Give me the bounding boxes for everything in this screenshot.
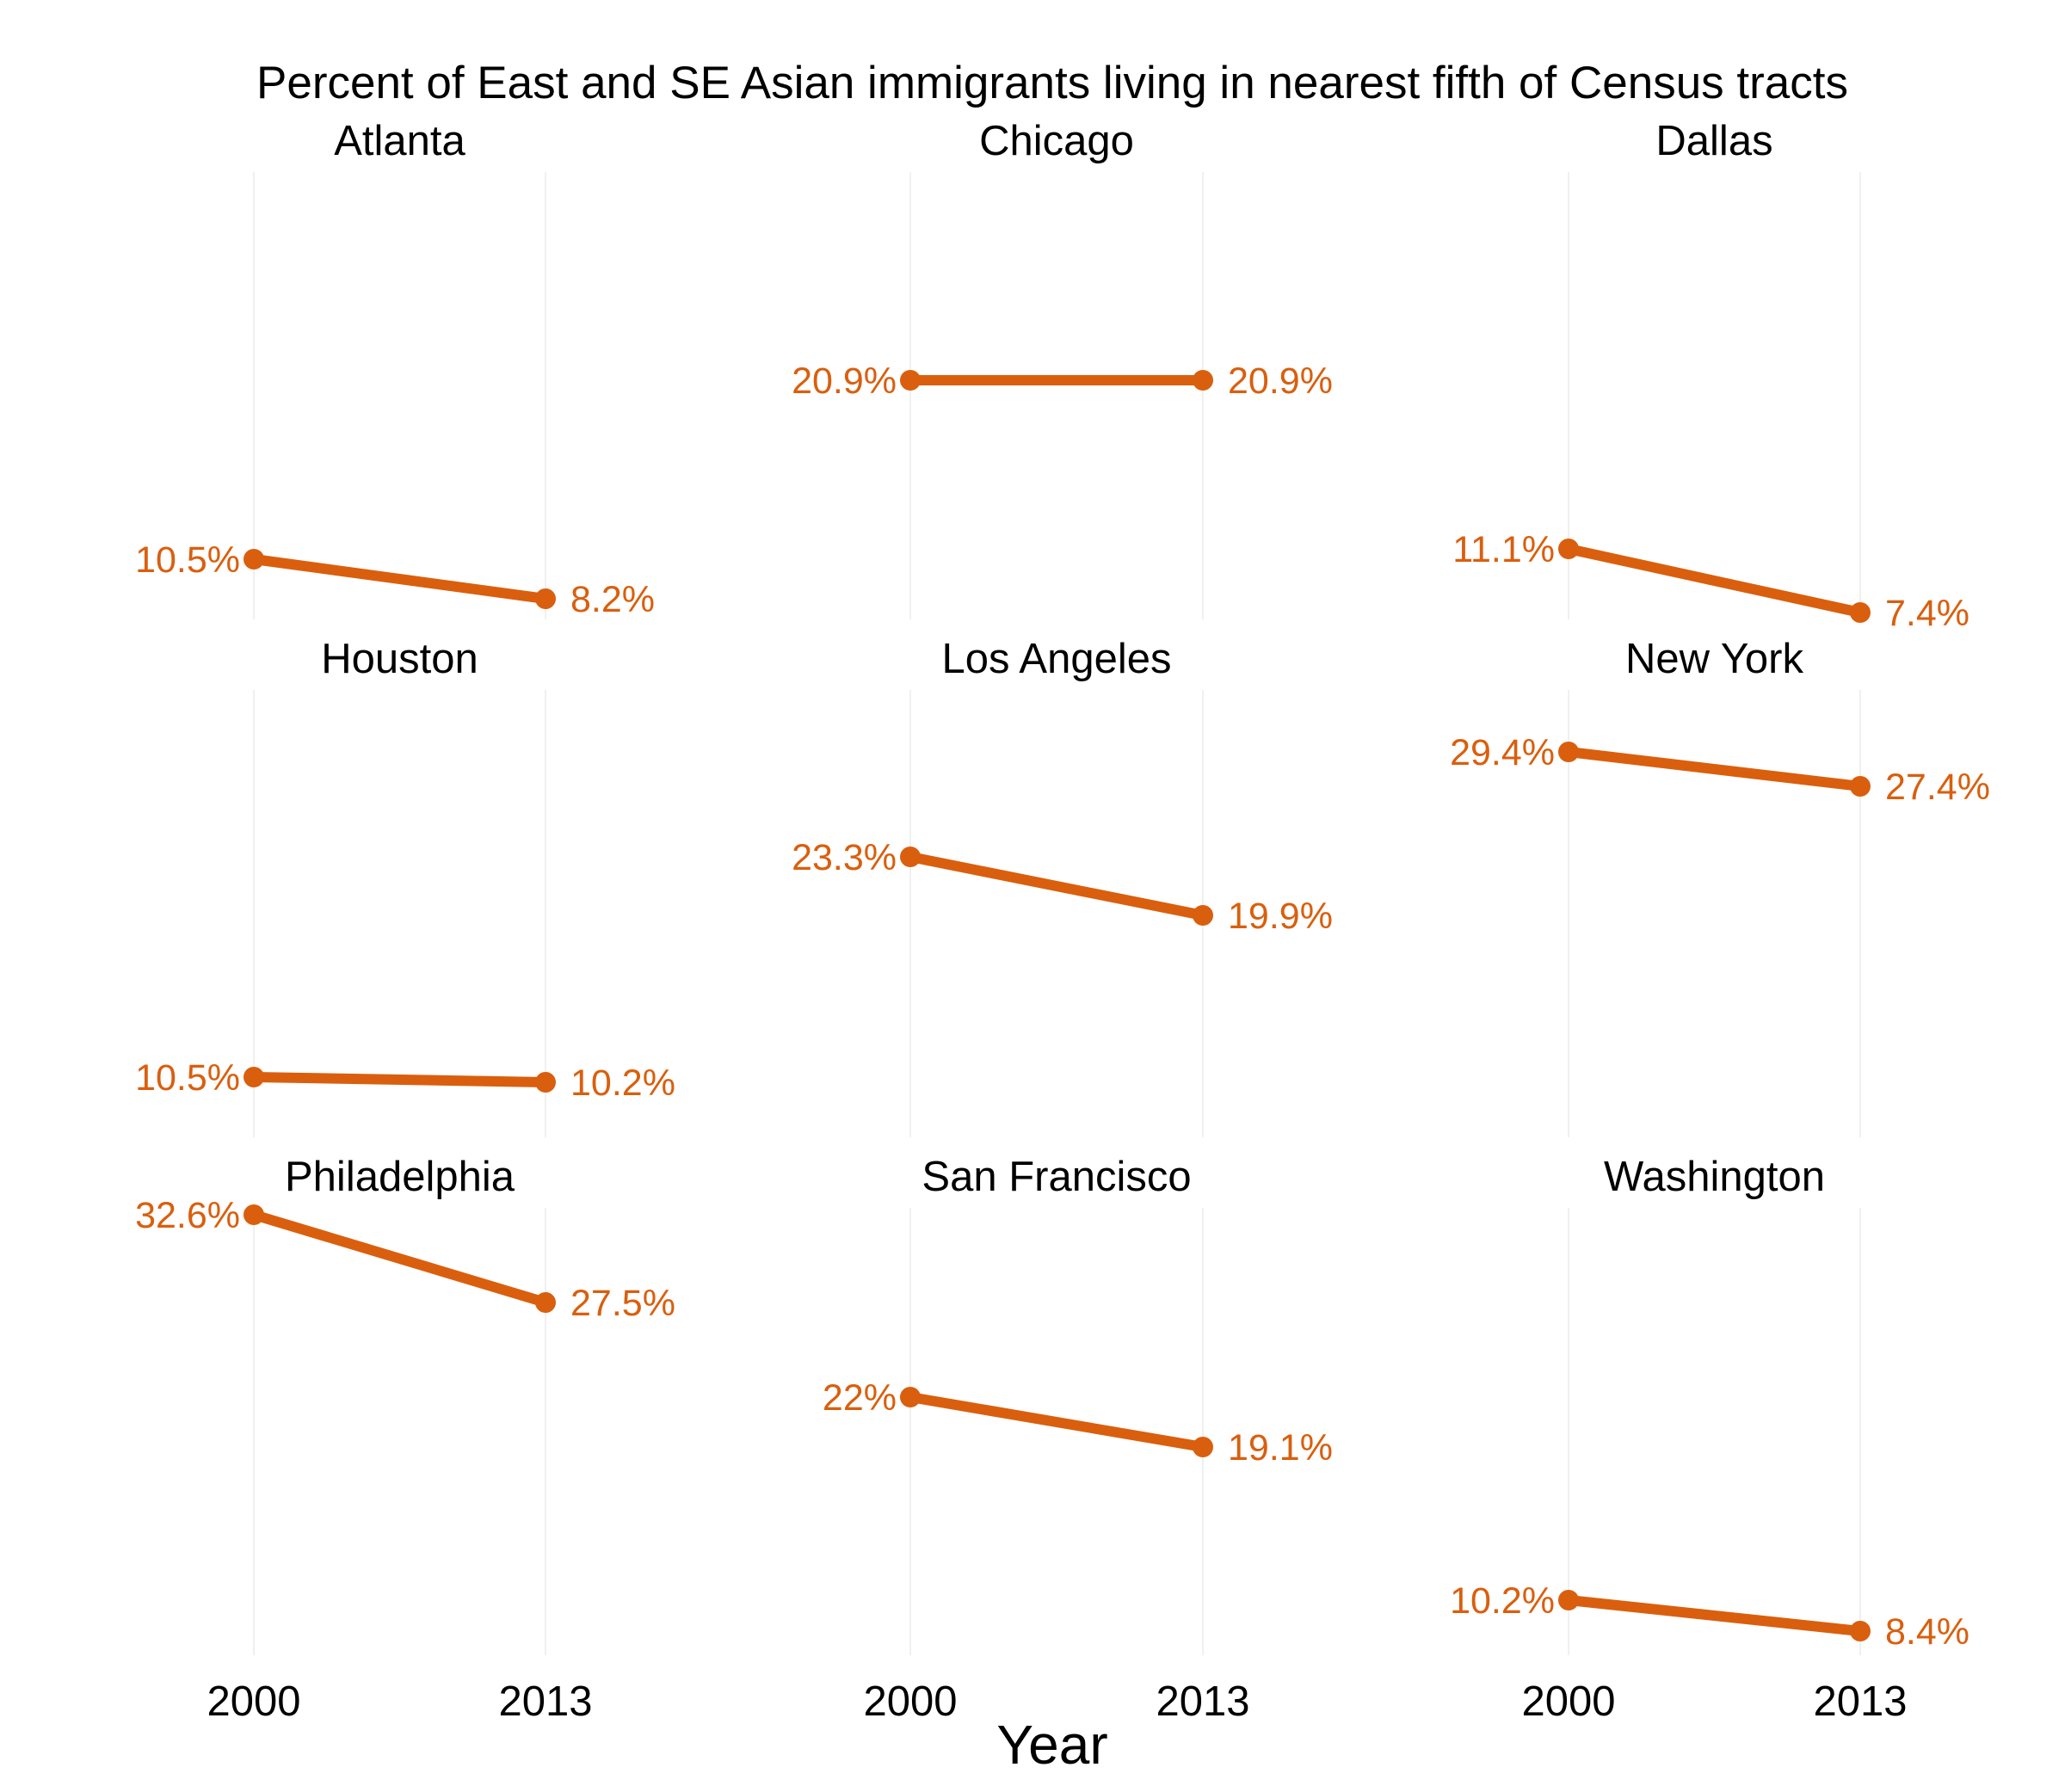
panel-title-washington: Washington bbox=[1604, 1154, 1825, 1200]
panel-title-philadelphia: Philadelphia bbox=[285, 1154, 515, 1200]
series-line-washington bbox=[1563, 1595, 1865, 1636]
panel-dallas: Dallas 11.1% 7.4% bbox=[1452, 118, 1969, 634]
x-tick-label-col3-2000: 2000 bbox=[1521, 1678, 1615, 1725]
value-label-dallas-2013: 7.4% bbox=[1885, 593, 1969, 634]
chart-title: Percent of East and SE Asian immigrants … bbox=[256, 58, 1848, 108]
panel-title-new-york: New York bbox=[1625, 636, 1804, 682]
panel-title-san-francisco: San Francisco bbox=[922, 1154, 1191, 1200]
panel-philadelphia: Philadelphia 32.6% 27.5% bbox=[135, 1154, 675, 1655]
panel-title-dallas: Dallas bbox=[1655, 118, 1772, 164]
point-los-angeles-2000 bbox=[900, 847, 921, 867]
series-line-atlanta bbox=[249, 554, 551, 604]
point-atlanta-2013 bbox=[535, 588, 556, 609]
series-line-los-angeles bbox=[905, 852, 1208, 921]
value-label-philadelphia-2013: 27.5% bbox=[570, 1283, 675, 1324]
panel-los-angeles: Los Angeles 23.3% 19.9% bbox=[792, 636, 1333, 1137]
panel-title-chicago: Chicago bbox=[979, 118, 1134, 164]
value-label-los-angeles-2013: 19.9% bbox=[1228, 896, 1333, 937]
series-line-houston bbox=[249, 1072, 551, 1087]
point-dallas-2013 bbox=[1850, 602, 1871, 623]
point-washington-2000 bbox=[1558, 1590, 1579, 1610]
x-tick-label-col2-2000: 2000 bbox=[863, 1678, 957, 1725]
point-houston-2013 bbox=[535, 1072, 556, 1093]
panel-houston: Houston 10.5% 10.2% bbox=[135, 636, 675, 1137]
point-chicago-2013 bbox=[1193, 370, 1213, 391]
point-los-angeles-2013 bbox=[1193, 905, 1213, 926]
panel-san-francisco: San Francisco 22% 19.1% bbox=[823, 1154, 1333, 1655]
value-label-philadelphia-2000: 32.6% bbox=[135, 1195, 240, 1236]
value-label-chicago-2000: 20.9% bbox=[792, 360, 897, 402]
point-philadelphia-2013 bbox=[535, 1292, 556, 1313]
point-san-francisco-2000 bbox=[900, 1387, 921, 1407]
panel-atlanta: Atlanta 10.5% 8.2% bbox=[135, 118, 655, 620]
panel-title-houston: Houston bbox=[321, 636, 478, 682]
value-label-washington-2013: 8.4% bbox=[1885, 1611, 1969, 1653]
panel-title-los-angeles: Los Angeles bbox=[942, 636, 1172, 682]
panel-title-atlanta: Atlanta bbox=[334, 118, 465, 164]
point-philadelphia-2000 bbox=[243, 1204, 264, 1225]
series-line-dallas bbox=[1563, 544, 1865, 618]
value-label-new-york-2013: 27.4% bbox=[1885, 767, 1990, 808]
series-line-philadelphia bbox=[249, 1210, 551, 1308]
point-san-francisco-2013 bbox=[1193, 1437, 1213, 1457]
point-atlanta-2000 bbox=[243, 549, 264, 570]
value-label-san-francisco-2000: 22% bbox=[823, 1377, 897, 1419]
x-tick-label-col1-2013: 2013 bbox=[498, 1678, 592, 1725]
value-label-atlanta-2000: 10.5% bbox=[135, 539, 240, 581]
x-tick-label-col2-2013: 2013 bbox=[1156, 1678, 1249, 1725]
panel-chicago: Chicago 20.9% 20.9% bbox=[792, 118, 1333, 619]
value-label-san-francisco-2013: 19.1% bbox=[1228, 1427, 1333, 1469]
value-label-chicago-2013: 20.9% bbox=[1228, 360, 1333, 402]
x-tick-label-col1-2000: 2000 bbox=[206, 1678, 300, 1725]
value-label-dallas-2000: 11.1% bbox=[1452, 529, 1555, 570]
value-label-new-york-2000: 29.4% bbox=[1450, 732, 1555, 773]
point-new-york-2013 bbox=[1850, 776, 1871, 797]
value-label-los-angeles-2000: 23.3% bbox=[792, 837, 897, 878]
panel-new-york: New York 29.4% 27.4% bbox=[1450, 636, 1990, 1137]
point-washington-2013 bbox=[1850, 1621, 1871, 1641]
point-chicago-2000 bbox=[900, 370, 921, 391]
series-line-san-francisco bbox=[905, 1392, 1208, 1452]
x-axis-ticks: 2000 2013 2000 2013 2000 2013 bbox=[206, 1678, 1907, 1725]
point-new-york-2000 bbox=[1558, 742, 1579, 762]
x-axis-title: Year bbox=[996, 1714, 1107, 1776]
x-tick-label-col3-2013: 2013 bbox=[1813, 1678, 1907, 1725]
value-label-houston-2000: 10.5% bbox=[135, 1057, 240, 1099]
value-label-atlanta-2013: 8.2% bbox=[570, 579, 655, 620]
panels: Atlanta 10.5% 8.2% Chicago 20.9% 20.9% Dallas 1… bbox=[135, 118, 1990, 1655]
point-dallas-2000 bbox=[1558, 539, 1579, 559]
series-line-new-york bbox=[1563, 747, 1865, 791]
point-houston-2000 bbox=[243, 1067, 264, 1087]
value-label-washington-2000: 10.2% bbox=[1450, 1580, 1555, 1622]
panel-washington: Washington 10.2% 8.4% bbox=[1450, 1154, 1969, 1655]
value-label-houston-2013: 10.2% bbox=[570, 1062, 675, 1104]
